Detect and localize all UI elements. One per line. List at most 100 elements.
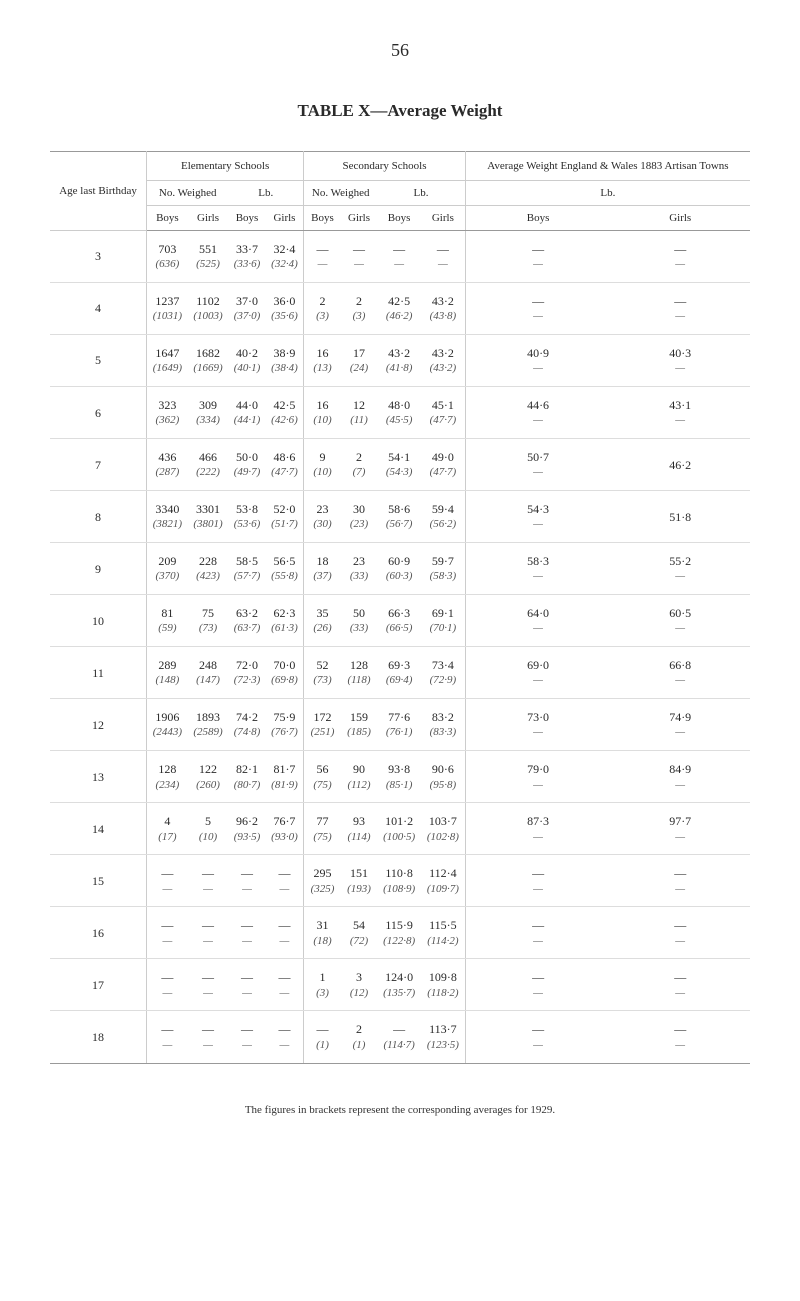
cell-value: —— <box>465 855 610 907</box>
col-boys: Boys <box>147 206 188 231</box>
cell-value: 115·5(114·2) <box>421 907 465 959</box>
cell-value: 2(1) <box>341 1011 377 1063</box>
cell-value: 159(185) <box>341 699 377 751</box>
cell-value: 1102(1003) <box>188 283 229 335</box>
table-row: 13128(234)122(260)82·1(80·7)81·7(81·9)56… <box>50 751 750 803</box>
cell-value: —— <box>465 231 610 283</box>
cell-value: 74·2(74·8) <box>228 699 265 751</box>
cell-value: 18(37) <box>304 543 341 595</box>
cell-age: 11 <box>50 647 147 699</box>
col-girls: Girls <box>188 206 229 231</box>
cell-age: 15 <box>50 855 147 907</box>
cell-value: 72·0(72·3) <box>228 647 265 699</box>
cell-value: 228(423) <box>188 543 229 595</box>
cell-value: 51·8 <box>610 491 750 543</box>
cell-value: 16(10) <box>304 387 341 439</box>
cell-value: 703(636) <box>147 231 188 283</box>
table-row: 11289(148)248(147)72·0(72·3)70·0(69·8)52… <box>50 647 750 699</box>
cell-value: 466(222) <box>188 439 229 491</box>
cell-value: 35(26) <box>304 595 341 647</box>
cell-age: 4 <box>50 283 147 335</box>
cell-value: 42·5(46·2) <box>377 283 421 335</box>
cell-value: 49·0(47·7) <box>421 439 465 491</box>
cell-value: —— <box>421 231 465 283</box>
cell-value: 3340(3821) <box>147 491 188 543</box>
cell-value: 9(10) <box>304 439 341 491</box>
cell-value: 30(23) <box>341 491 377 543</box>
cell-value: —— <box>147 1011 188 1063</box>
cell-age: 14 <box>50 803 147 855</box>
cell-value: —— <box>266 907 304 959</box>
cell-value: 103·7(102·8) <box>421 803 465 855</box>
col-girls: Girls <box>421 206 465 231</box>
cell-value: —— <box>266 855 304 907</box>
cell-value: 96·2(93·5) <box>228 803 265 855</box>
cell-value: 59·7(58·3) <box>421 543 465 595</box>
cell-age: 12 <box>50 699 147 751</box>
cell-age: 6 <box>50 387 147 439</box>
cell-value: 122(260) <box>188 751 229 803</box>
cell-value: 52·0(51·7) <box>266 491 304 543</box>
cell-value: 58·6(56·7) <box>377 491 421 543</box>
col-elem-no-weighed: No. Weighed <box>147 181 229 206</box>
cell-value: 50·0(49·7) <box>228 439 265 491</box>
cell-value: 53·8(53·6) <box>228 491 265 543</box>
cell-value: 84·9— <box>610 751 750 803</box>
cell-value: —— <box>228 959 265 1011</box>
cell-value: 1237(1031) <box>147 283 188 335</box>
cell-value: 55·2— <box>610 543 750 595</box>
cell-value: 45·1(47·7) <box>421 387 465 439</box>
cell-value: 60·5— <box>610 595 750 647</box>
cell-value: 50(33) <box>341 595 377 647</box>
cell-value: —— <box>610 1011 750 1063</box>
cell-value: 56·5(55·8) <box>266 543 304 595</box>
cell-value: 32·4(32·4) <box>266 231 304 283</box>
cell-value: —— <box>465 283 610 335</box>
cell-value: 63·2(63·7) <box>228 595 265 647</box>
cell-value: 87·3— <box>465 803 610 855</box>
cell-value: —— <box>228 1011 265 1063</box>
cell-value: 56(75) <box>304 751 341 803</box>
cell-value: —(114·7) <box>377 1011 421 1063</box>
cell-value: —— <box>228 907 265 959</box>
cell-value: —— <box>465 959 610 1011</box>
cell-value: 90·6(95·8) <box>421 751 465 803</box>
cell-value: 79·0— <box>465 751 610 803</box>
table-row: 15————————295(325)151(193)110·8(108·9)11… <box>50 855 750 907</box>
cell-value: 50·7— <box>465 439 610 491</box>
cell-value: 113·7(123·5) <box>421 1011 465 1063</box>
cell-value: —— <box>304 231 341 283</box>
col-sec-no-weighed: No. Weighed <box>304 181 378 206</box>
cell-value: 3301(3801) <box>188 491 229 543</box>
cell-value: 323(362) <box>147 387 188 439</box>
cell-value: 1893(2589) <box>188 699 229 751</box>
cell-value: 83·2(83·3) <box>421 699 465 751</box>
cell-value: 31(18) <box>304 907 341 959</box>
cell-value: 17(24) <box>341 335 377 387</box>
cell-value: —— <box>610 907 750 959</box>
cell-value: 76·7(93·0) <box>266 803 304 855</box>
table-row: 16————————31(18)54(72)115·9(122·8)115·5(… <box>50 907 750 959</box>
cell-value: 42·5(42·6) <box>266 387 304 439</box>
cell-value: 4(17) <box>147 803 188 855</box>
table-row: 51647(1649)1682(1669)40·2(40·1)38·9(38·4… <box>50 335 750 387</box>
document-page: 56 TABLE X—Average Weight Age last Birth… <box>0 0 800 1176</box>
col-sec-lb: Lb. <box>377 181 465 206</box>
cell-value: 289(148) <box>147 647 188 699</box>
cell-value: 109·8(118·2) <box>421 959 465 1011</box>
cell-value: 110·8(108·9) <box>377 855 421 907</box>
cell-value: 48·6(47·7) <box>266 439 304 491</box>
cell-age: 5 <box>50 335 147 387</box>
cell-value: 37·0(37·0) <box>228 283 265 335</box>
col-elementary: Elementary Schools <box>147 152 304 181</box>
cell-value: 66·8— <box>610 647 750 699</box>
cell-value: 74·9— <box>610 699 750 751</box>
cell-value: —— <box>147 907 188 959</box>
footnote: The figures in brackets represent the co… <box>50 1104 750 1116</box>
cell-value: 77(75) <box>304 803 341 855</box>
cell-value: 75(73) <box>188 595 229 647</box>
cell-value: 54·1(54·3) <box>377 439 421 491</box>
cell-value: 40·2(40·1) <box>228 335 265 387</box>
cell-value: 52(73) <box>304 647 341 699</box>
table-row: 121906(2443)1893(2589)74·2(74·8)75·9(76·… <box>50 699 750 751</box>
